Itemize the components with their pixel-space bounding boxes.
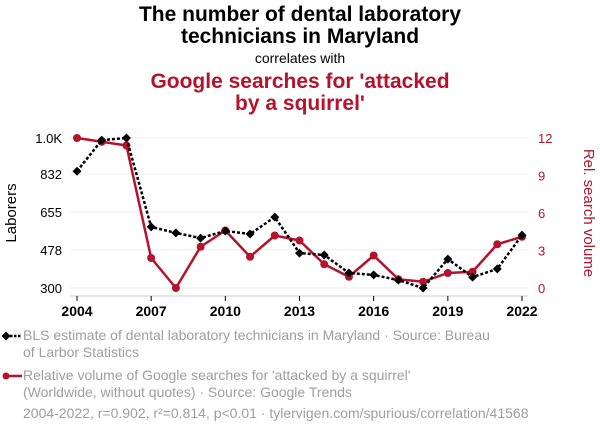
data-point-google-searches: [270, 231, 279, 240]
x-tick-label: 2013: [284, 303, 315, 319]
data-point-google-searches: [147, 254, 156, 262]
data-point-dental-technicians: [418, 283, 428, 293]
x-tick-label: 2016: [358, 303, 389, 319]
data-point-dental-technicians: [245, 229, 255, 239]
line-chart: 300 478 655 832 1.0K 0 3 6 9 12 2004 2007 2010 2013…: [3, 131, 597, 319]
data-point-google-searches: [320, 260, 329, 269]
data-point-dental-technicians: [492, 264, 502, 274]
data-point-dental-technicians: [319, 250, 329, 260]
right-axis-label: Rel. search volume: [580, 149, 597, 277]
data-point-google-searches: [171, 284, 180, 292]
x-tick-label: 2004: [61, 303, 92, 319]
data-point-dental-technicians: [443, 254, 453, 264]
chart-title-line1: The number of dental laboratory: [138, 3, 462, 26]
data-point-dental-technicians: [146, 222, 156, 232]
correlation-stats: 2004-2022, r=0.902, r²=0.814, p<0.01 · t…: [23, 405, 529, 421]
data-point-dental-technicians: [393, 275, 403, 285]
chart-title-secondary: Google searches for 'attacked by a squir…: [0, 71, 600, 115]
data-point-dental-technicians: [220, 226, 230, 236]
left-tick-label: 832: [40, 167, 62, 182]
series-dental-technicians: [72, 133, 527, 293]
left-tick-label: 300: [40, 281, 62, 296]
data-point-dental-technicians: [72, 166, 82, 176]
data-point-dental-technicians: [196, 233, 206, 243]
legend-label-line2: of Larbor Statistics: [23, 344, 139, 360]
x-axis-ticks: 2004 2007 2010 2013 2016 2019 2022: [61, 296, 538, 319]
x-tick-label: 2007: [136, 303, 167, 319]
data-point-google-searches: [468, 267, 477, 276]
data-point-google-searches: [295, 236, 304, 245]
right-axis-ticks: 0 3 6 9 12: [538, 131, 552, 296]
chart-title-line2: technicians in Maryland: [180, 25, 420, 48]
data-point-google-searches: [73, 134, 81, 142]
chart-title-secondary-line2: by a squirrel': [235, 92, 365, 115]
series-google-searches: [73, 134, 526, 292]
right-tick-label: 9: [538, 169, 545, 184]
data-point-dental-technicians: [121, 133, 131, 143]
gridlines: [70, 137, 528, 289]
series-line-dental-technicians: [76, 136, 524, 290]
data-point-dental-technicians: [97, 135, 107, 145]
left-tick-label: 1.0K: [35, 131, 62, 146]
data-point-dental-technicians: [517, 230, 527, 240]
left-tick-label: 655: [40, 205, 62, 220]
data-point-dental-technicians: [270, 212, 280, 222]
data-point-google-searches: [493, 240, 502, 249]
left-axis-label: Laborers: [3, 183, 20, 242]
x-tick-label: 2022: [506, 303, 537, 319]
data-point-google-searches: [196, 242, 205, 251]
legend-label-line1: BLS estimate of dental laboratory techni…: [23, 327, 490, 343]
data-point-dental-technicians: [369, 270, 379, 280]
chart-title-secondary-line1: Google searches for 'attacked: [150, 70, 450, 93]
data-point-dental-technicians: [344, 268, 354, 278]
x-tick-label: 2010: [210, 303, 241, 319]
data-point-dental-technicians: [171, 228, 181, 238]
legend-label-line2: (Worldwide, without quotes) · Source: Go…: [23, 384, 352, 400]
solid-circle-legend-icon: [2, 372, 22, 380]
chart-title: The number of dental laboratory technici…: [0, 4, 600, 48]
left-axis-ticks: 300 478 655 832 1.0K: [35, 131, 62, 296]
data-point-dental-technicians: [295, 248, 304, 258]
right-tick-label: 0: [538, 281, 545, 296]
right-tick-label: 12: [538, 131, 552, 146]
data-point-google-searches: [443, 269, 452, 277]
dotted-diamond-legend-icon: [2, 331, 22, 341]
data-point-dental-technicians: [468, 272, 478, 282]
data-point-google-searches: [246, 252, 255, 261]
right-tick-label: 3: [538, 244, 545, 259]
legend-label-line1: Relative volume of Google searches for '…: [23, 367, 411, 383]
left-tick-label: 478: [40, 243, 62, 258]
data-point-google-searches: [369, 251, 378, 260]
correlates-with-label: correlates with: [254, 50, 346, 66]
x-tick-label: 2019: [432, 303, 463, 319]
right-tick-label: 6: [538, 206, 545, 221]
